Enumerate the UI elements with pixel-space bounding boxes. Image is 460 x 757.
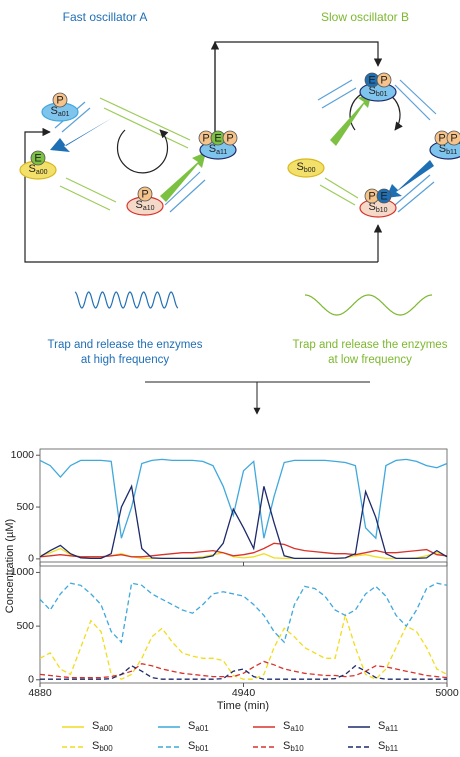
species-node: [287, 158, 325, 178]
series-line: [39, 660, 448, 679]
connector: [24, 127, 378, 263]
badge-label: E: [380, 190, 387, 202]
legend-label: Sa11: [378, 720, 399, 733]
series-line: [39, 582, 448, 644]
badge-label: P: [202, 132, 209, 144]
y-tick-label: 500: [16, 501, 34, 513]
legend-label: Sb10: [283, 740, 304, 753]
legend-label: Sa10: [283, 720, 304, 733]
y-tick-label: 0: [28, 553, 34, 565]
y-tick-label: 1000: [11, 566, 35, 578]
badge: [30, 150, 46, 166]
x-tick-label: 4880: [28, 687, 52, 699]
caption: at low frequency: [328, 354, 412, 366]
species-label: Sb11: [439, 143, 458, 156]
wave: [74, 291, 179, 309]
badge-label: P: [226, 132, 233, 144]
species-label: Sb01: [368, 85, 387, 98]
oscillator-title: Fast oscillator A: [63, 10, 148, 24]
cycle-arrows: [54, 79, 437, 213]
legend-label: Sa01: [188, 720, 209, 733]
badge: [137, 186, 153, 202]
badge: [376, 188, 392, 204]
legend-label: Sb00: [92, 740, 113, 753]
legend-label: Sb11: [378, 740, 399, 753]
series-line: [39, 458, 448, 540]
caption: at high frequency: [81, 354, 169, 366]
legend-label: Sb01: [188, 740, 209, 753]
plot-frame: [39, 565, 448, 684]
y-axis-title: Concentration (µM): [4, 519, 16, 613]
series-line: [39, 542, 448, 558]
species-label: Sa10: [135, 199, 154, 212]
badge: [376, 72, 392, 88]
x-tick-label: 5000: [435, 687, 459, 699]
badge-label: P: [56, 94, 63, 106]
badge-label: P: [368, 190, 375, 202]
species-label: Sb10: [368, 201, 387, 214]
y-tick-label: 0: [28, 674, 34, 686]
oscillator-title: Slow oscillator B: [321, 10, 409, 24]
enzyme-arrow: [160, 152, 206, 202]
series-line: [39, 612, 448, 680]
series-line: [39, 484, 448, 560]
badge-label: E: [214, 132, 221, 144]
species-label: Sa01: [50, 105, 69, 118]
y-tick-label: 1000: [11, 449, 35, 461]
enzyme-arrow: [330, 92, 372, 146]
species-label: Sb00: [296, 161, 315, 174]
badge-label: P: [450, 132, 457, 144]
enzyme-arrow: [50, 118, 112, 152]
badge: [52, 92, 68, 108]
badge-label: P: [380, 74, 387, 86]
badge-label: E: [368, 74, 375, 86]
species-label: Sa00: [28, 163, 47, 176]
badge: [222, 130, 238, 146]
species-label: Sa11: [209, 143, 228, 156]
badge-label: P: [438, 132, 445, 144]
legend-label: Sa00: [92, 720, 113, 733]
series-line: [40, 665, 447, 680]
badge: [446, 130, 460, 146]
y-tick-label: 500: [16, 620, 34, 632]
enzyme-arrow: [386, 160, 434, 198]
badge-label: E: [34, 152, 41, 164]
caption: Trap and release the enzymes: [293, 339, 448, 351]
wave: [305, 294, 432, 316]
caption: Trap and release the enzymes: [48, 339, 203, 351]
x-tick-label: 4940: [232, 687, 256, 699]
badge-label: P: [141, 188, 148, 200]
x-axis-title: Time (min): [217, 700, 269, 712]
